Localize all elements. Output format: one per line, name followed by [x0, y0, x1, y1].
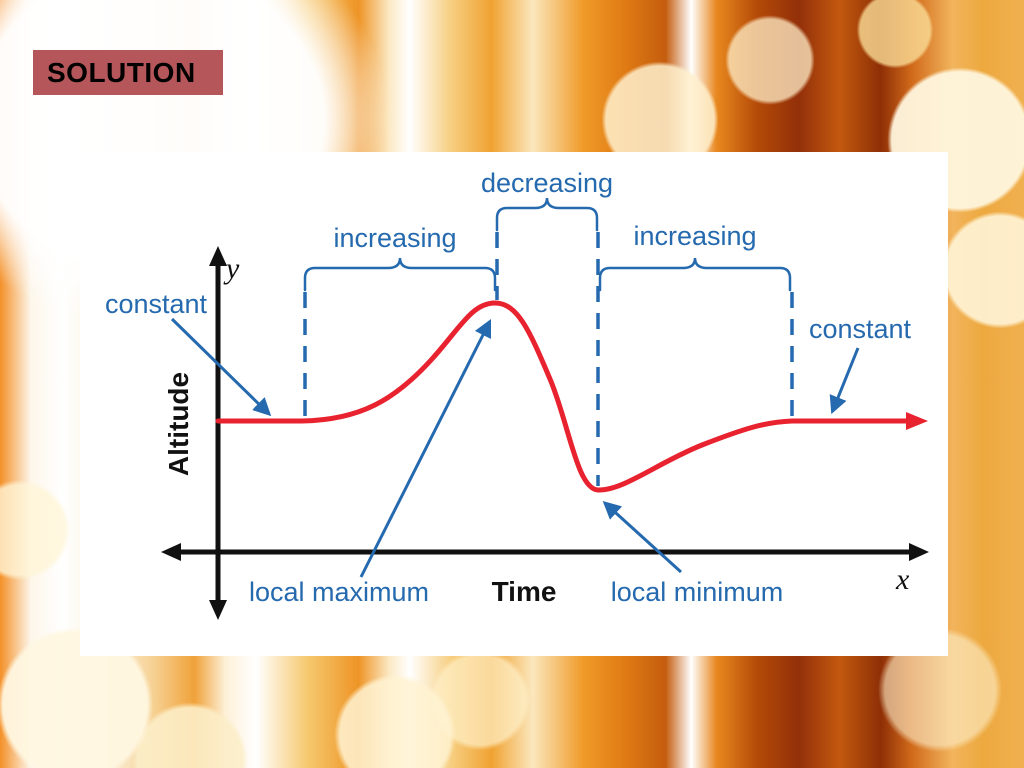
curve-arrow-icon — [906, 412, 928, 430]
altitude-time-graph: constant increasing decreasing increasin… — [105, 168, 929, 620]
x-axis-right-arrow-icon — [909, 543, 929, 561]
y-axis-down-arrow-icon — [209, 600, 227, 620]
x-var-label: x — [895, 563, 910, 596]
constant-right-arrow-icon — [829, 347, 860, 415]
interval-braces — [303, 197, 792, 292]
increasing-left-label: increasing — [333, 223, 456, 253]
constant-left-label: constant — [105, 289, 208, 319]
axis-arrowheads — [161, 246, 929, 620]
brace-increasing-left — [303, 257, 497, 292]
brace-decreasing — [495, 197, 599, 232]
x-axis-title: Time — [492, 576, 557, 607]
annotation-arrows — [170, 317, 860, 578]
y-var-label: y — [223, 252, 240, 285]
local-minimum-label: local minimum — [611, 577, 784, 607]
local-maximum-label: local maximum — [249, 577, 429, 607]
slide-title-box: SOLUTION — [33, 50, 223, 95]
constant-left-arrow-icon — [170, 317, 272, 417]
y-axis-title: Altitude — [163, 372, 194, 476]
local-minimum-arrow-icon — [602, 500, 683, 574]
brace-increasing-right — [598, 257, 792, 292]
interval-dashed-lines — [303, 232, 794, 486]
slide-title: SOLUTION — [47, 57, 196, 88]
altitude-curve — [215, 300, 911, 493]
increasing-right-label: increasing — [633, 221, 756, 251]
y-axis-up-arrow-icon — [209, 246, 227, 266]
decreasing-label: decreasing — [481, 168, 613, 198]
local-maximum-arrow-icon — [359, 318, 492, 578]
constant-right-label: constant — [809, 314, 912, 344]
x-axis-left-arrow-icon — [161, 543, 181, 561]
axes — [177, 262, 913, 604]
figure-panel: constant increasing decreasing increasin… — [80, 152, 948, 656]
